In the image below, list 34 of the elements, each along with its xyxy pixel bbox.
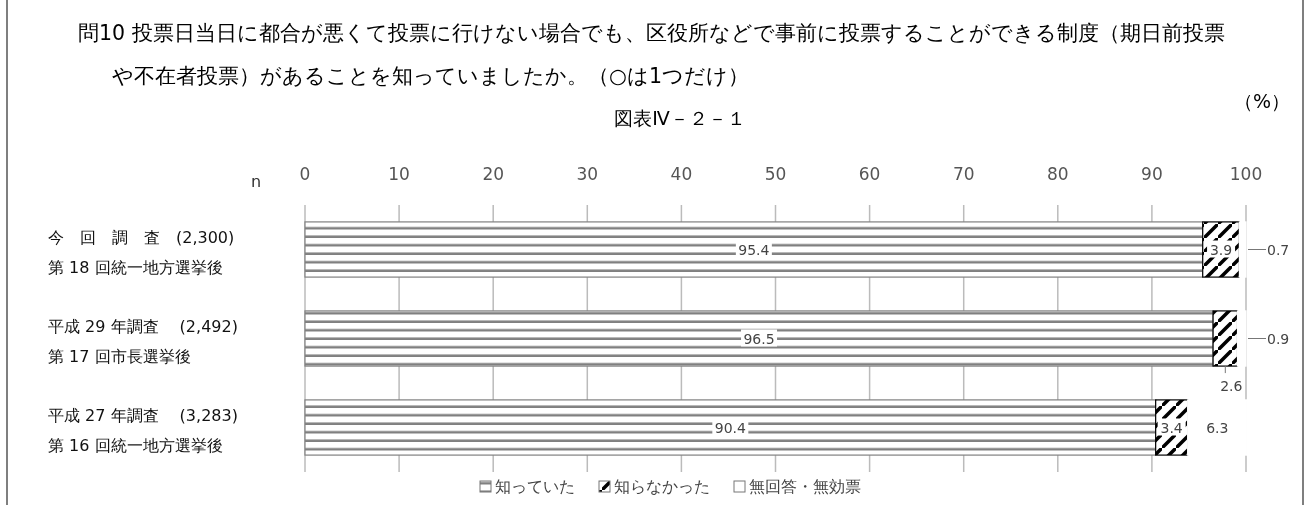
- data-label: 96.5: [743, 330, 775, 347]
- x-tick-label: 60: [858, 164, 881, 184]
- y-tick-label: 平成 29 年調査 (2,492) 第 17 回市長選挙後: [48, 316, 238, 366]
- x-tick-label: 30: [576, 164, 599, 184]
- data-label: 6.3: [1206, 419, 1229, 436]
- bar: [304, 399, 1157, 456]
- data-label: 3.4: [1160, 419, 1183, 436]
- legend-label: 知らなかった: [614, 477, 710, 496]
- bar: [1212, 310, 1239, 367]
- x-tick-label: 0: [299, 164, 311, 184]
- x-tick-label: 90: [1141, 164, 1163, 184]
- data-label: 90.4: [714, 419, 747, 436]
- legend-label: 無回答・無効票: [749, 477, 861, 496]
- x-tick-label: 80: [1046, 164, 1069, 184]
- x-tick-label: 20: [482, 164, 505, 184]
- bar: [304, 310, 1214, 367]
- data-label: 2.6: [1220, 378, 1243, 395]
- legend-label: 知っていた: [495, 477, 575, 496]
- x-tick-label: 40: [670, 164, 693, 184]
- x-tick-label: 100: [1229, 164, 1263, 184]
- chart-title: 問10 投票日当日に都合が悪くて投票に行けない場合でも、区役所などで事前に投票することができる制度（期日前投票や不在者投票）があることを知っていましたか。（○は1つだけ）: [78, 21, 1225, 88]
- data-label: 0.7: [1267, 241, 1290, 258]
- y-axis-title: n: [250, 172, 262, 191]
- x-tick-label: 70: [952, 164, 975, 184]
- chart-subtitle: 図表Ⅳ－２－１: [614, 107, 746, 129]
- x-axis-title: （%）: [1233, 90, 1291, 112]
- y-tick-label: 平成 27 年調査 (3,283) 第 16 回統一地方選挙後: [48, 405, 238, 455]
- x-tick-label: 50: [764, 164, 787, 184]
- x-tick-label: 10: [388, 164, 410, 184]
- data-label: 95.4: [738, 241, 770, 258]
- data-label: 3.9: [1209, 241, 1233, 258]
- bar: [304, 221, 1204, 278]
- y-tick-label: 今 回 調 査 (2,300) 第 18 回統一地方選挙後: [48, 227, 235, 277]
- data-label: 0.9: [1267, 330, 1290, 347]
